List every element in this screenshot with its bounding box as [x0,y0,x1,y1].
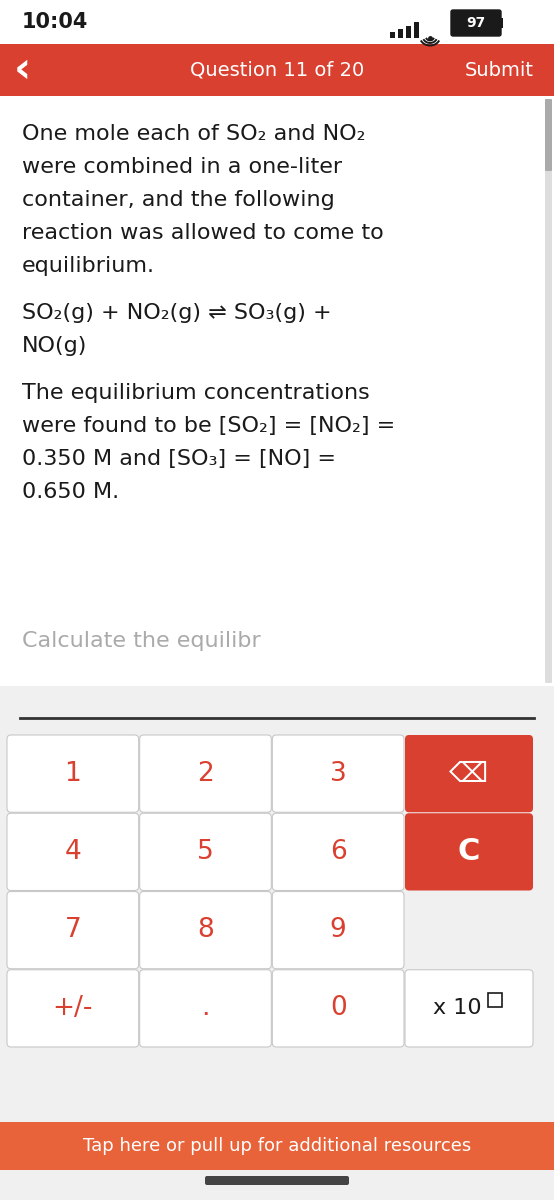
Text: 5: 5 [197,839,214,865]
Text: 7: 7 [64,917,81,943]
Text: NO(g): NO(g) [22,336,88,356]
FancyBboxPatch shape [273,970,404,1046]
Text: Submit: Submit [465,60,534,79]
Text: container, and the following: container, and the following [22,190,335,210]
FancyBboxPatch shape [0,694,554,730]
FancyBboxPatch shape [273,892,404,968]
FancyBboxPatch shape [7,814,138,890]
Text: 1: 1 [64,761,81,787]
FancyBboxPatch shape [500,18,503,28]
FancyBboxPatch shape [7,734,138,812]
Text: .: . [201,995,210,1021]
FancyBboxPatch shape [451,10,501,36]
Text: 3: 3 [330,761,347,787]
FancyBboxPatch shape [140,734,271,812]
FancyBboxPatch shape [7,892,138,968]
Text: 4: 4 [64,839,81,865]
FancyBboxPatch shape [0,686,554,730]
FancyBboxPatch shape [205,1176,349,1186]
FancyBboxPatch shape [545,98,552,170]
FancyBboxPatch shape [545,98,552,683]
FancyBboxPatch shape [273,734,404,812]
FancyBboxPatch shape [0,1122,554,1170]
Text: 97: 97 [466,16,486,30]
Text: 0: 0 [330,995,347,1021]
Text: 0.350 M and [SO₃] = [NO] =: 0.350 M and [SO₃] = [NO] = [22,449,336,469]
Text: reaction was allowed to come to: reaction was allowed to come to [22,223,384,242]
Text: equilibrium.: equilibrium. [22,256,155,276]
Text: were combined in a one-liter: were combined in a one-liter [22,157,342,176]
Text: 2: 2 [197,761,214,787]
Text: One mole each of SO₂ and NO₂: One mole each of SO₂ and NO₂ [22,124,366,144]
Text: 6: 6 [330,839,347,865]
Text: 9: 9 [330,917,347,943]
FancyBboxPatch shape [140,814,271,890]
Text: +/-: +/- [53,995,93,1021]
Text: The equilibrium concentrations: The equilibrium concentrations [22,383,370,403]
FancyBboxPatch shape [398,29,403,38]
FancyBboxPatch shape [7,970,138,1046]
FancyBboxPatch shape [488,994,502,1007]
Text: 0.650 M.: 0.650 M. [22,482,119,502]
Text: ⌫: ⌫ [449,760,489,787]
Text: were found to be [SO₂] = [NO₂] =: were found to be [SO₂] = [NO₂] = [22,416,395,436]
Text: Question 11 of 20: Question 11 of 20 [190,60,364,79]
FancyBboxPatch shape [0,0,554,44]
Text: Calculate the equilibr: Calculate the equilibr [22,631,261,650]
FancyBboxPatch shape [405,814,533,890]
FancyBboxPatch shape [0,44,554,98]
Text: 10:04: 10:04 [22,12,89,32]
FancyBboxPatch shape [406,26,411,38]
Text: ‹: ‹ [13,49,30,91]
FancyBboxPatch shape [405,970,533,1046]
FancyBboxPatch shape [0,730,554,1100]
FancyBboxPatch shape [390,32,395,38]
FancyBboxPatch shape [140,970,271,1046]
Text: x 10: x 10 [433,998,481,1019]
FancyBboxPatch shape [414,22,419,38]
Text: C: C [458,838,480,866]
Text: 8: 8 [197,917,214,943]
Text: Tap here or pull up for additional resources: Tap here or pull up for additional resou… [83,1138,471,1154]
FancyBboxPatch shape [405,734,533,812]
FancyBboxPatch shape [273,814,404,890]
FancyBboxPatch shape [0,96,554,686]
FancyBboxPatch shape [140,892,271,968]
Text: SO₂(g) + NO₂(g) ⇌ SO₃(g) +: SO₂(g) + NO₂(g) ⇌ SO₃(g) + [22,302,332,323]
